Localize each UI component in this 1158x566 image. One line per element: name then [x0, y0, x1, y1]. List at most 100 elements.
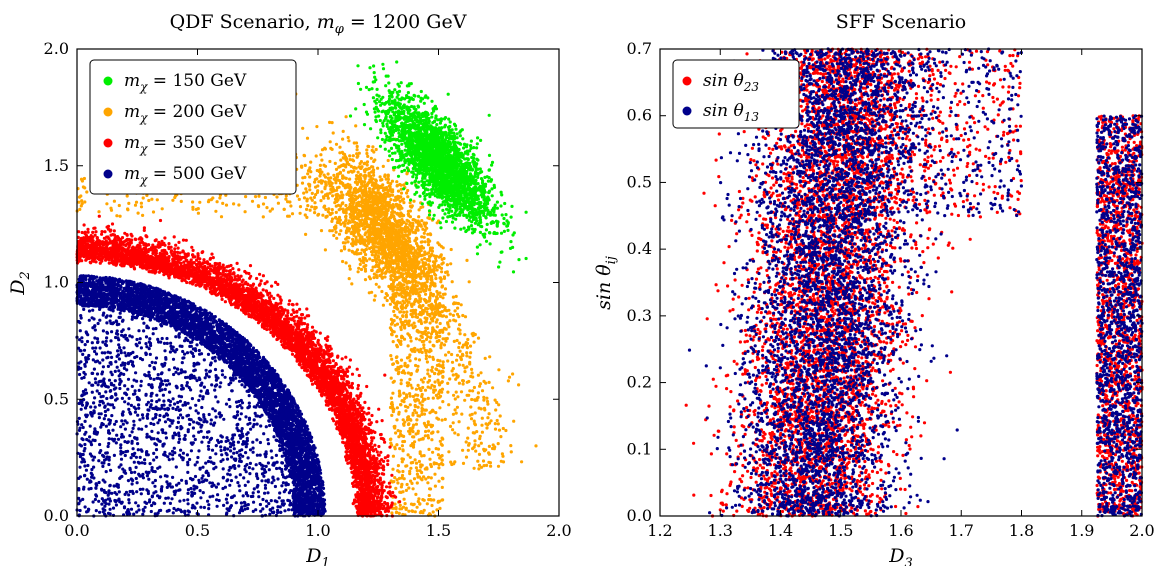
point-200gev — [133, 203, 138, 207]
point-200gev — [424, 292, 428, 296]
point-200gev — [476, 395, 480, 399]
point-150gev — [395, 60, 399, 64]
point-200gev — [417, 208, 421, 212]
point-200gev — [364, 201, 368, 205]
point-200gev — [399, 204, 403, 208]
point-150gev — [487, 168, 491, 172]
point-200gev — [218, 196, 222, 200]
point-200gev — [125, 194, 129, 198]
point-200gev — [215, 200, 219, 204]
point-200gev — [406, 270, 410, 274]
point-200gev — [398, 257, 402, 261]
point-200gev — [444, 315, 448, 319]
point-200gev — [399, 226, 403, 230]
point-200gev — [405, 482, 409, 487]
point-200gev — [431, 357, 435, 361]
point-200gev — [338, 207, 343, 211]
point-200gev — [365, 259, 369, 263]
point-200gev — [323, 248, 327, 252]
point-200gev — [340, 150, 344, 154]
point-200gev — [474, 449, 478, 453]
point-200gev — [404, 315, 408, 319]
point-200gev — [401, 321, 405, 325]
left-scatter-points — [75, 60, 538, 518]
point-200gev — [420, 335, 424, 339]
point-200gev — [411, 221, 415, 226]
point-200gev — [343, 241, 347, 245]
point-200gev — [459, 356, 463, 360]
point-200gev — [391, 391, 395, 395]
point-150gev — [495, 200, 499, 204]
point-150gev — [478, 243, 482, 247]
point-200gev — [457, 420, 461, 424]
point-200gev — [374, 179, 378, 183]
point-200gev — [323, 175, 328, 179]
point-150gev — [438, 221, 442, 225]
point-200gev — [307, 182, 311, 186]
point-200gev — [263, 195, 267, 200]
point-200gev — [454, 377, 458, 381]
point-200gev — [309, 170, 313, 174]
point-200gev — [232, 202, 236, 206]
point-200gev — [338, 145, 342, 149]
point-200gev — [440, 284, 444, 288]
point-200gev — [422, 253, 426, 257]
point-200gev — [447, 450, 451, 454]
point-200gev — [420, 258, 424, 262]
point-200gev — [391, 190, 395, 194]
point-200gev — [355, 182, 359, 186]
point-200gev — [360, 165, 364, 169]
point-200gev — [407, 422, 411, 426]
point-200gev — [391, 193, 395, 197]
point-200gev — [348, 264, 352, 268]
point-200gev — [401, 440, 405, 444]
point-150gev — [498, 260, 502, 264]
point-200gev — [422, 289, 426, 293]
point-200gev — [348, 212, 352, 216]
point-200gev — [383, 275, 387, 279]
point-200gev — [422, 339, 426, 343]
point-200gev — [425, 226, 429, 230]
point-200gev — [411, 460, 415, 465]
point-150gev — [462, 226, 466, 230]
point-150gev — [380, 137, 384, 142]
point-200gev — [408, 469, 412, 473]
point-200gev — [487, 380, 491, 384]
point-150gev — [354, 107, 358, 111]
point-200gev — [417, 245, 421, 249]
point-200gev — [398, 317, 402, 321]
point-200gev — [399, 358, 404, 362]
point-200gev — [426, 243, 431, 247]
point-200gev — [408, 403, 412, 407]
point-200gev — [464, 341, 468, 345]
point-200gev — [410, 323, 414, 327]
point-200gev — [351, 202, 355, 206]
point-200gev — [436, 430, 440, 434]
point-200gev — [482, 398, 486, 402]
point-200gev — [359, 251, 363, 255]
point-200gev — [436, 308, 440, 312]
point-200gev — [141, 213, 145, 217]
point-200gev — [457, 381, 461, 385]
point-200gev — [330, 147, 334, 151]
point-200gev — [466, 436, 470, 440]
point-150gev — [387, 81, 391, 85]
point-200gev — [270, 207, 274, 211]
point-200gev — [393, 445, 397, 449]
point-200gev — [497, 428, 502, 432]
point-200gev — [327, 179, 331, 183]
point-150gev — [476, 136, 480, 140]
point-200gev — [373, 230, 377, 234]
point-200gev — [396, 338, 400, 342]
point-200gev — [417, 497, 421, 501]
point-200gev — [424, 357, 428, 361]
point-200gev — [458, 323, 462, 327]
point-200gev — [392, 301, 396, 305]
point-200gev — [105, 202, 109, 206]
point-200gev — [368, 277, 372, 281]
point-200gev — [359, 259, 363, 263]
point-200gev — [412, 302, 416, 306]
point-200gev — [77, 195, 82, 199]
point-200gev — [395, 180, 399, 184]
point-200gev — [313, 211, 317, 215]
